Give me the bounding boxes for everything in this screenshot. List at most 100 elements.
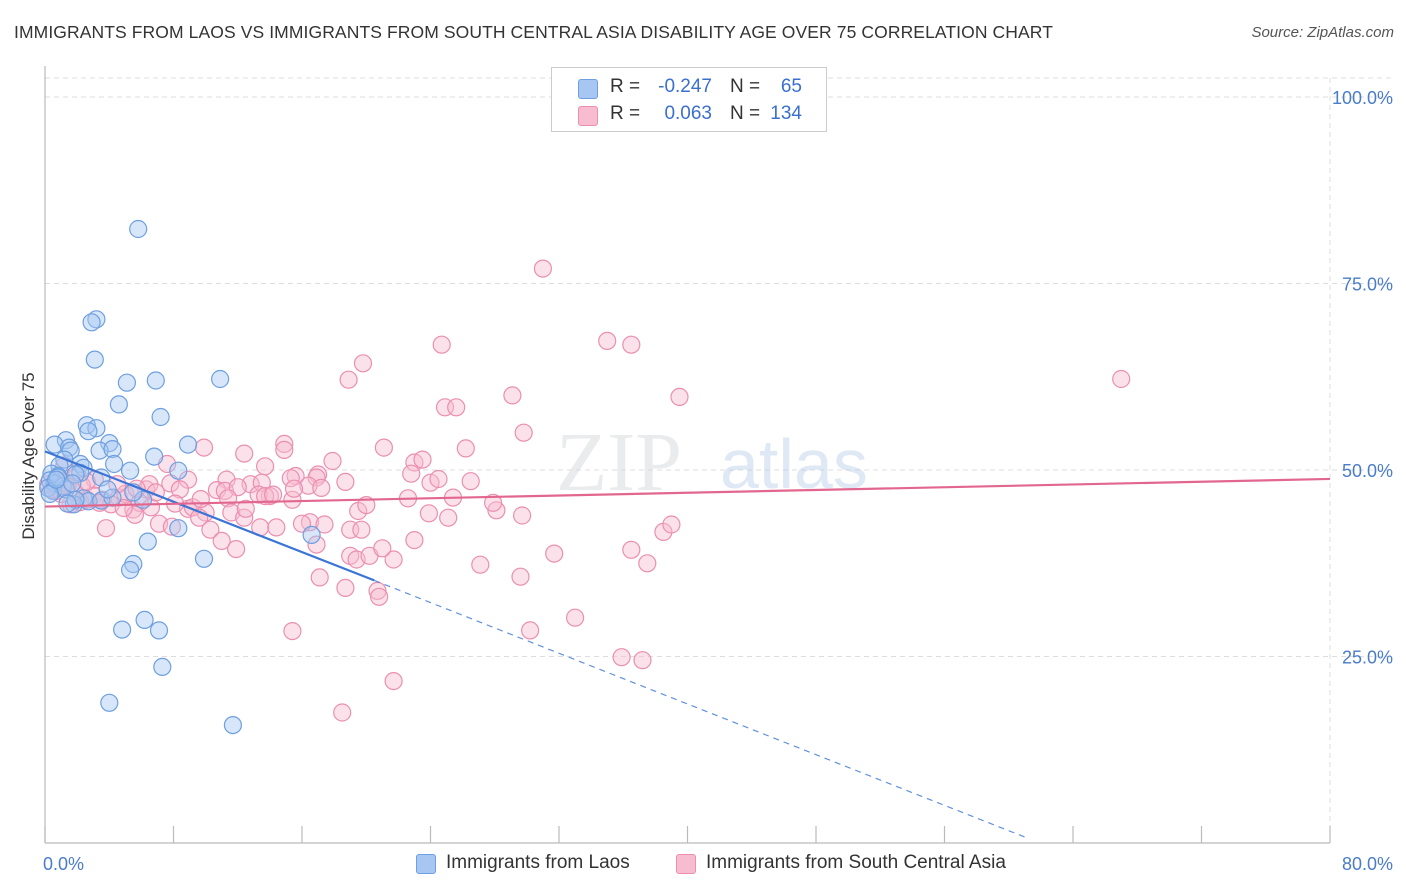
south-central-asia-point xyxy=(130,493,149,512)
south-central-asia-point xyxy=(352,520,371,539)
laos-point xyxy=(169,461,188,480)
south-central-asia-point xyxy=(283,621,302,641)
legend-r-label: R = xyxy=(610,103,641,124)
south-central-asia-point xyxy=(638,554,657,573)
data-points xyxy=(39,219,1131,735)
south-central-asia-point xyxy=(256,457,275,476)
south-central-asia-point xyxy=(315,515,334,534)
laos-point xyxy=(135,610,154,630)
laos-point xyxy=(169,519,188,538)
south-central-asia-point xyxy=(419,504,438,523)
y-tick-label: 100.0% xyxy=(1332,88,1393,108)
south-central-asia-point xyxy=(264,485,283,504)
legend-r-value: 0.063 xyxy=(664,103,712,124)
correlation-legend: R = -0.247 N = 65 R = 0.063 N = 134 xyxy=(551,67,827,132)
south-central-asia-point xyxy=(357,496,376,515)
legend-n-value: 65 xyxy=(780,76,802,97)
laos-point xyxy=(153,657,172,677)
laos-point xyxy=(223,715,242,735)
series-legend-label: Immigrants from Laos xyxy=(446,852,630,873)
south-central-asia-point xyxy=(267,518,286,537)
south-central-asia-point xyxy=(1112,369,1131,389)
south-central-asia-point xyxy=(336,472,355,491)
axis-labels: 25.0% 50.0% 75.0% 100.0% 0.0% 80.0% xyxy=(43,88,1393,874)
south-central-asia-point xyxy=(373,539,392,558)
laos-point xyxy=(194,549,214,568)
legend-swatch-south-central-asia xyxy=(578,106,598,126)
south-central-asia-point xyxy=(429,469,448,489)
south-central-asia-point xyxy=(370,587,389,606)
south-central-asia-point xyxy=(249,485,268,504)
laos-point xyxy=(87,310,106,329)
trend-line-laos-extension xyxy=(374,579,1026,838)
south-central-asia-point xyxy=(402,464,421,483)
south-central-asia-point xyxy=(374,438,393,457)
laos-point xyxy=(117,373,137,392)
south-central-asia-point xyxy=(307,535,326,554)
south-central-asia-point xyxy=(484,493,503,512)
laos-point xyxy=(85,350,104,369)
south-central-asia-point xyxy=(670,387,689,406)
laos-point xyxy=(100,693,119,712)
legend-row-laos: R = -0.247 N = 65 xyxy=(552,74,826,102)
laos-point xyxy=(121,560,140,580)
laos-point xyxy=(109,395,129,414)
south-central-asia-point xyxy=(170,480,189,499)
axes xyxy=(44,66,1331,844)
south-central-asia-point xyxy=(471,555,490,574)
south-central-asia-point xyxy=(413,450,432,469)
south-central-asia-point xyxy=(384,550,403,569)
south-central-asia-point xyxy=(275,440,294,459)
y-tick-label: 50.0% xyxy=(1342,461,1393,481)
laos-point xyxy=(112,620,132,639)
y-tick-label: 75.0% xyxy=(1342,275,1393,295)
legend-n-label: N = xyxy=(730,103,761,124)
south-central-asia-point xyxy=(333,703,352,722)
south-central-asia-point xyxy=(447,398,466,417)
legend-n-label: N = xyxy=(730,76,761,97)
laos-point xyxy=(138,532,157,551)
south-central-asia-point xyxy=(336,578,355,598)
south-central-asia-point xyxy=(339,370,358,389)
laos-point xyxy=(151,407,170,427)
trend-lines xyxy=(44,450,1331,838)
laos-point xyxy=(149,621,169,640)
series-laos-points xyxy=(39,219,321,735)
south-central-asia-point xyxy=(252,473,271,492)
south-central-asia-point xyxy=(96,519,116,538)
laos-point xyxy=(129,219,148,239)
laos-point xyxy=(47,470,66,489)
legend-n-value: 134 xyxy=(770,103,802,124)
south-central-asia-point xyxy=(622,540,641,559)
laos-point xyxy=(121,461,140,480)
trend-line-south-central-asia xyxy=(44,477,1331,508)
laos-point xyxy=(59,438,79,457)
laos-point xyxy=(98,480,117,499)
legend-row-south-central-asia: R = 0.063 N = 134 xyxy=(552,101,826,129)
south-central-asia-point xyxy=(622,335,641,354)
legend-swatch-laos xyxy=(578,79,598,99)
south-central-asia-point xyxy=(405,530,424,550)
laos-point xyxy=(302,525,321,545)
south-central-asia-point xyxy=(633,651,652,670)
south-central-asia-point xyxy=(284,479,304,498)
south-central-asia-point xyxy=(432,335,451,354)
south-central-asia-point xyxy=(461,472,480,491)
laos-point xyxy=(146,371,165,390)
laos-point xyxy=(145,447,164,466)
legend-swatch-laos xyxy=(416,854,436,874)
chart-title: IMMIGRANTS FROM LAOS VS IMMIGRANTS FROM … xyxy=(14,22,1054,42)
grid-lines xyxy=(45,77,1392,843)
laos-point xyxy=(45,435,64,454)
south-central-asia-point xyxy=(612,648,631,667)
south-central-asia-point xyxy=(323,451,342,471)
x-tick-label-max: 80.0% xyxy=(1342,854,1393,874)
south-central-asia-point xyxy=(312,478,331,497)
south-central-asia-point xyxy=(353,354,373,373)
laos-point xyxy=(61,441,80,460)
south-central-asia-point xyxy=(281,469,300,488)
chart-source: Source: ZipAtlas.com xyxy=(1251,24,1394,41)
south-central-asia-point xyxy=(275,434,294,453)
laos-point xyxy=(58,494,77,513)
